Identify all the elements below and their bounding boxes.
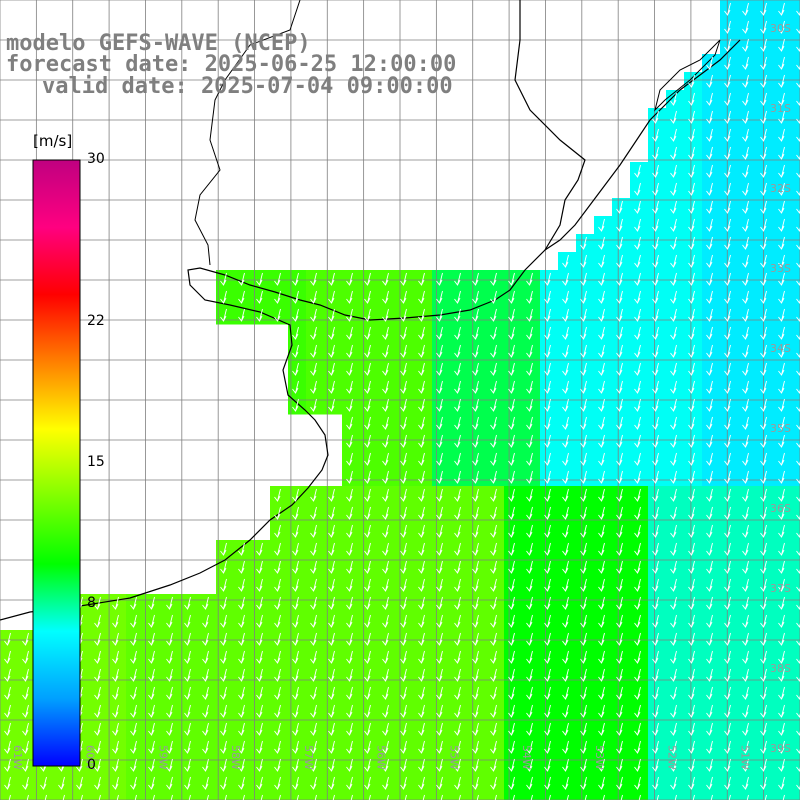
wind-cell	[792, 540, 800, 559]
wind-cell	[792, 54, 800, 73]
lat-label: 36S	[770, 502, 791, 515]
wind-cell	[792, 648, 800, 667]
wind-cell	[792, 0, 800, 19]
wind-cell	[792, 162, 800, 181]
lat-label: 34S	[770, 342, 791, 355]
colorbar-tick-label: 15	[87, 454, 105, 470]
wind-cell	[792, 414, 800, 433]
wind-cell	[792, 360, 800, 379]
colorbar-bar	[33, 160, 80, 766]
valid-date: valid date: 2025-07-04 09:00:00	[42, 75, 453, 99]
lat-label: 30S	[770, 22, 791, 35]
lat-label: 39S	[770, 742, 791, 755]
wind-cell	[792, 234, 800, 253]
wind-cell	[792, 18, 800, 37]
colorbar-tick-label: 30	[87, 151, 105, 167]
wind-cell	[792, 180, 800, 199]
wind-cell	[792, 36, 800, 55]
wind-cell	[792, 198, 800, 217]
wind-cell	[792, 288, 800, 307]
wind-cell	[792, 126, 800, 145]
lon-label: 57W	[302, 745, 315, 770]
colorbar-tick-label: 0	[87, 757, 96, 773]
wind-cell	[792, 558, 800, 577]
lat-label: 31S	[770, 102, 791, 115]
lat-label: 38S	[770, 662, 791, 675]
wind-cell	[792, 594, 800, 613]
lat-label: 37S	[770, 582, 791, 595]
wind-cell	[792, 72, 800, 91]
wind-cell	[792, 522, 800, 541]
lat-label: 35S	[770, 422, 791, 435]
wind-cell	[792, 684, 800, 703]
wind-cell	[792, 738, 800, 757]
colorbar-tick-label: 8	[87, 595, 96, 611]
wind-cell	[792, 252, 800, 271]
wind-cell	[792, 324, 800, 343]
wind-cell	[792, 270, 800, 289]
wind-cell	[792, 450, 800, 469]
wind-cell	[792, 468, 800, 487]
wind-cell	[792, 792, 800, 800]
wind-cell	[792, 90, 800, 109]
lon-label: 56W	[375, 745, 388, 770]
colorbar-tick-label: 22	[87, 313, 105, 329]
wind-cell	[792, 432, 800, 451]
wind-cell	[792, 108, 800, 127]
wind-cell	[792, 396, 800, 415]
wind-cell	[792, 342, 800, 361]
wind-cell	[792, 720, 800, 739]
lon-label: 59W	[156, 745, 169, 770]
colorbar	[33, 160, 80, 766]
wind-cell	[792, 612, 800, 631]
wind-cell	[792, 702, 800, 721]
lon-label: 51W	[738, 745, 751, 770]
lon-label: 54W	[520, 745, 533, 770]
wind-cell	[792, 756, 800, 775]
wind-cell	[792, 306, 800, 325]
lon-label: 53W	[593, 745, 606, 770]
wind-cell	[792, 774, 800, 793]
wind-cell	[792, 378, 800, 397]
wind-cell	[792, 630, 800, 649]
wind-cell	[792, 666, 800, 685]
lon-label: 61W	[11, 745, 24, 770]
lat-label: 33S	[770, 262, 791, 275]
wind-cell	[792, 216, 800, 235]
lon-label: 55W	[447, 745, 460, 770]
lon-label: 58W	[229, 745, 242, 770]
lon-label: 52W	[666, 745, 679, 770]
wind-cell	[792, 486, 800, 505]
lat-label: 32S	[770, 182, 791, 195]
wind-cell	[792, 576, 800, 595]
colorbar-unit-label: [m/s]	[33, 132, 72, 150]
